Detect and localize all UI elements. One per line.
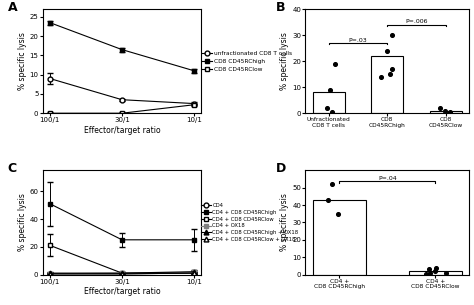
Text: P=.006: P=.006 xyxy=(405,20,428,24)
Point xyxy=(432,265,440,270)
Point xyxy=(431,269,439,274)
Point xyxy=(427,270,434,275)
Y-axis label: % specific lysis: % specific lysis xyxy=(18,32,27,90)
Point xyxy=(446,109,454,114)
Bar xyxy=(429,111,462,113)
Point xyxy=(324,197,332,202)
Text: D: D xyxy=(276,162,286,175)
Point xyxy=(422,271,430,276)
Point xyxy=(331,61,339,66)
Bar xyxy=(409,271,462,274)
X-axis label: Effector/target ratio: Effector/target ratio xyxy=(84,126,160,135)
Point xyxy=(323,106,331,110)
Point xyxy=(327,87,334,92)
Point xyxy=(426,267,433,272)
Text: C: C xyxy=(8,162,17,175)
Text: B: B xyxy=(276,1,285,14)
X-axis label: Effector/target ratio: Effector/target ratio xyxy=(84,287,160,296)
Bar xyxy=(313,200,365,274)
Bar xyxy=(371,56,403,113)
Point xyxy=(441,108,449,113)
Point xyxy=(436,106,444,110)
Point xyxy=(335,211,342,216)
Text: A: A xyxy=(8,1,18,14)
Point xyxy=(328,109,336,114)
Y-axis label: % specific lysis: % specific lysis xyxy=(280,194,289,251)
Bar xyxy=(313,92,345,113)
Text: P=.03: P=.03 xyxy=(349,38,367,43)
Point xyxy=(383,48,391,53)
Point xyxy=(388,33,396,38)
Point xyxy=(445,111,453,116)
Point xyxy=(377,74,384,79)
Point xyxy=(388,66,395,71)
Point xyxy=(442,270,450,275)
Legend: CD4, CD4 + CD8 CD45RChigh, CD4 + CD8 CD45RClow, CD4 + OX18, CD4 + CD8 CD45RChigh: CD4, CD4 + CD8 CD45RChigh, CD4 + CD8 CD4… xyxy=(201,203,299,242)
Y-axis label: % specific lysis: % specific lysis xyxy=(280,32,289,90)
Text: P=.04: P=.04 xyxy=(378,176,397,181)
Y-axis label: % specific lysis: % specific lysis xyxy=(18,194,27,251)
Legend: unfractionated CD8 T cells, CD8 CD45RChigh, CD8 CD45RClow: unfractionated CD8 T cells, CD8 CD45RChi… xyxy=(201,51,292,72)
Point xyxy=(328,182,336,187)
Point xyxy=(386,72,393,77)
